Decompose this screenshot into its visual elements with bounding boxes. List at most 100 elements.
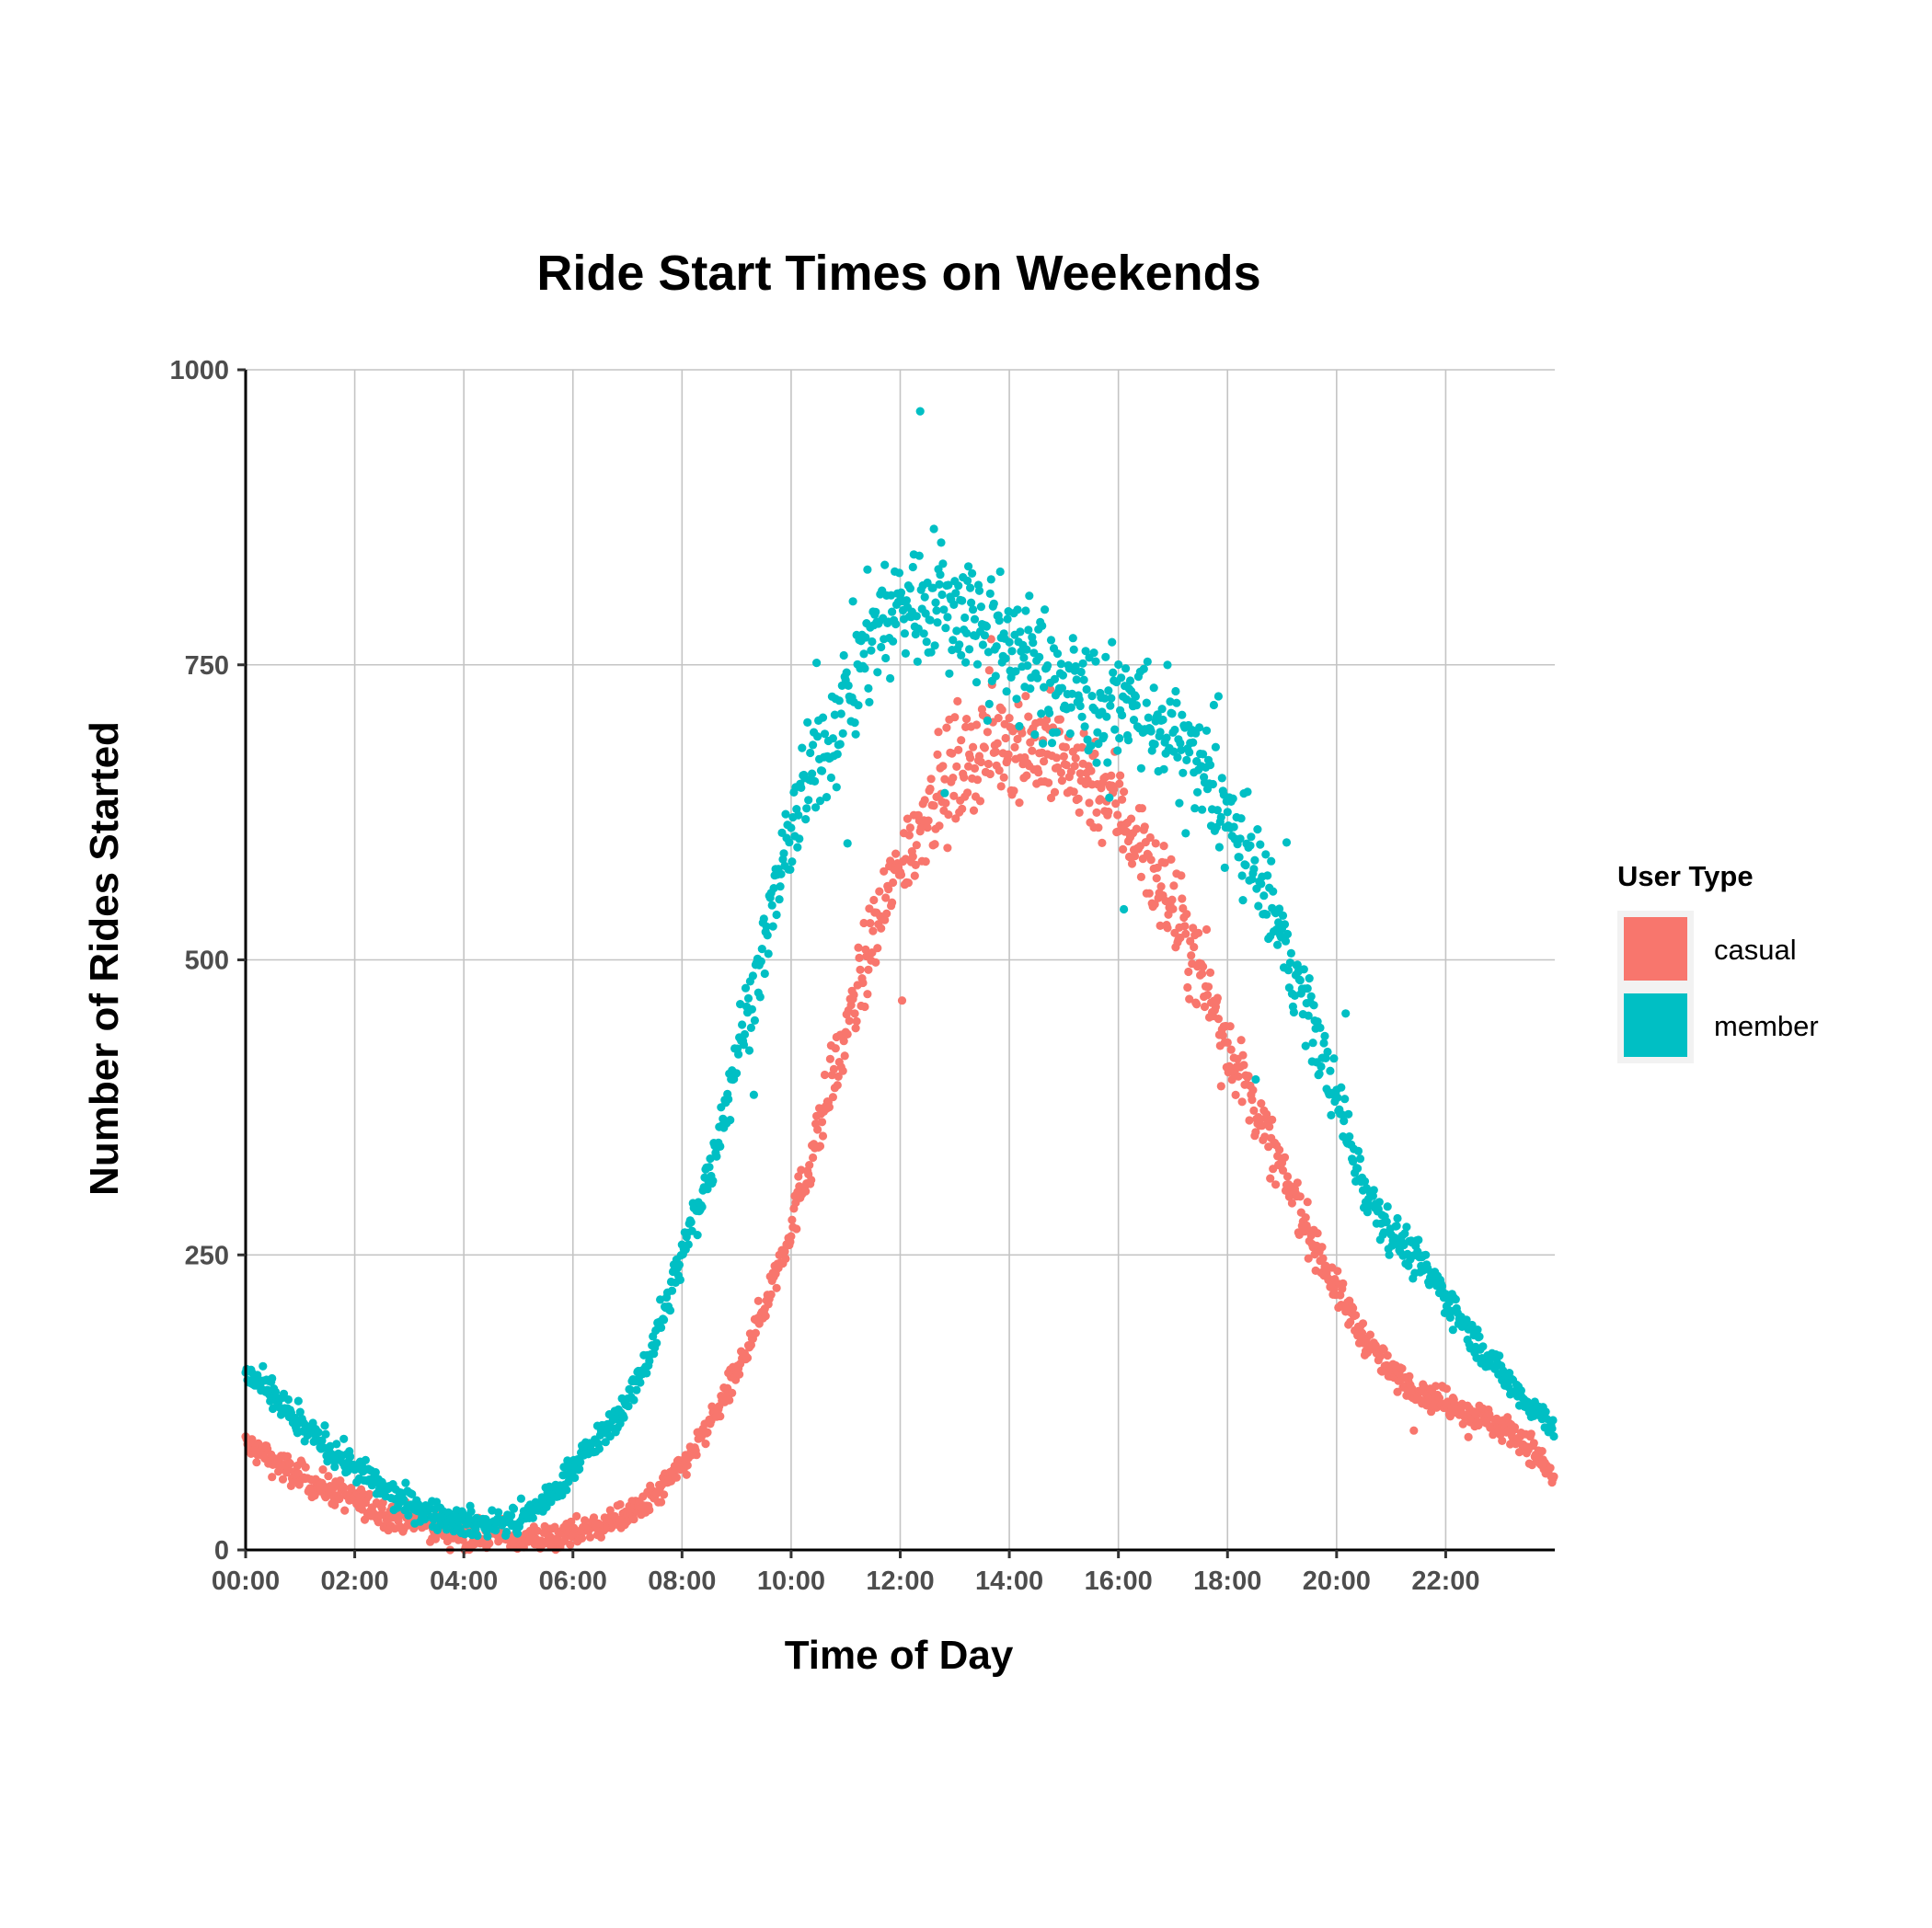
data-point <box>1126 814 1136 823</box>
data-point <box>594 1444 604 1453</box>
data-point <box>1011 667 1020 676</box>
legend: User Type casual member <box>1617 860 1819 1063</box>
data-point <box>932 606 941 615</box>
data-point <box>792 1224 801 1234</box>
data-point <box>762 922 771 931</box>
data-point <box>1028 746 1037 755</box>
data-point <box>1283 966 1294 975</box>
data-point <box>957 650 966 660</box>
data-point <box>1541 1407 1550 1417</box>
data-point <box>980 743 989 752</box>
data-point <box>1505 1369 1514 1378</box>
data-point <box>1409 1426 1419 1435</box>
data-point <box>966 753 975 763</box>
data-point <box>951 589 960 598</box>
data-point <box>801 815 811 824</box>
x-tick-label: 10:00 <box>757 1566 825 1596</box>
data-point <box>749 1090 759 1099</box>
data-point <box>750 1016 760 1025</box>
data-point <box>339 1434 349 1443</box>
data-point <box>1282 838 1292 847</box>
data-point <box>1383 1202 1392 1211</box>
data-point <box>868 637 877 647</box>
data-point <box>1358 1319 1368 1328</box>
data-point <box>1009 786 1018 796</box>
data-point <box>1131 692 1140 701</box>
data-point <box>266 1396 275 1406</box>
data-point <box>1132 701 1141 710</box>
data-point <box>940 775 949 784</box>
data-point <box>1287 1199 1296 1208</box>
data-point <box>975 797 985 806</box>
data-point <box>738 1020 747 1029</box>
data-point <box>884 885 893 894</box>
data-point <box>1158 715 1167 725</box>
data-point <box>882 909 891 918</box>
data-point <box>1140 822 1149 832</box>
data-point <box>570 1473 580 1483</box>
data-point <box>401 1478 410 1487</box>
data-point <box>1289 1007 1298 1017</box>
data-point <box>724 1095 733 1104</box>
data-point <box>764 949 773 958</box>
data-point <box>840 1051 849 1061</box>
data-point <box>1012 694 1021 704</box>
data-point <box>788 857 797 866</box>
data-point <box>1271 1180 1281 1189</box>
data-point <box>1071 753 1080 763</box>
data-point <box>812 659 822 668</box>
data-point <box>601 1438 610 1447</box>
data-point <box>1340 1095 1350 1104</box>
data-point <box>1321 1261 1330 1270</box>
chart-title: Ride Start Times on Weekends <box>536 246 1260 301</box>
data-point <box>839 650 848 660</box>
data-point <box>624 1402 633 1411</box>
data-point <box>970 763 980 774</box>
data-point <box>1072 675 1081 684</box>
data-point <box>629 1395 638 1405</box>
data-point <box>1021 606 1030 615</box>
data-point <box>1442 1384 1451 1394</box>
data-point <box>788 1215 797 1224</box>
data-point <box>1478 1342 1488 1351</box>
data-point <box>938 762 948 771</box>
data-point <box>1321 1053 1330 1062</box>
data-point <box>916 823 926 832</box>
data-point <box>404 1510 413 1520</box>
data-point <box>797 783 806 793</box>
data-point <box>1101 652 1110 661</box>
data-point <box>854 701 863 710</box>
data-point <box>867 646 876 655</box>
data-point <box>891 619 901 629</box>
data-point <box>1151 839 1160 848</box>
data-point <box>744 1046 754 1055</box>
data-point <box>1238 896 1248 905</box>
data-point <box>1143 657 1152 667</box>
data-point <box>914 551 924 560</box>
data-point <box>562 1486 571 1495</box>
data-point <box>845 1016 854 1026</box>
data-point <box>1485 1410 1494 1419</box>
data-point <box>833 1081 842 1090</box>
data-point <box>801 1187 811 1196</box>
data-point <box>1056 660 1065 669</box>
data-point <box>1327 1110 1336 1119</box>
data-point <box>859 649 868 659</box>
data-point <box>1209 700 1218 710</box>
data-point <box>1116 771 1125 780</box>
data-point <box>815 797 825 806</box>
data-point <box>1431 1382 1441 1391</box>
data-point <box>763 931 772 940</box>
data-point <box>802 804 811 813</box>
data-point <box>886 673 895 683</box>
data-point <box>488 1506 497 1515</box>
data-point <box>1239 1061 1248 1070</box>
data-point <box>962 715 972 724</box>
data-point <box>268 1373 277 1383</box>
legend-items: casual member <box>1617 911 1819 1063</box>
data-point <box>1041 605 1050 614</box>
data-point <box>1393 1387 1402 1396</box>
data-point <box>1333 1093 1342 1102</box>
data-point <box>1375 1352 1385 1361</box>
data-point <box>856 965 865 974</box>
